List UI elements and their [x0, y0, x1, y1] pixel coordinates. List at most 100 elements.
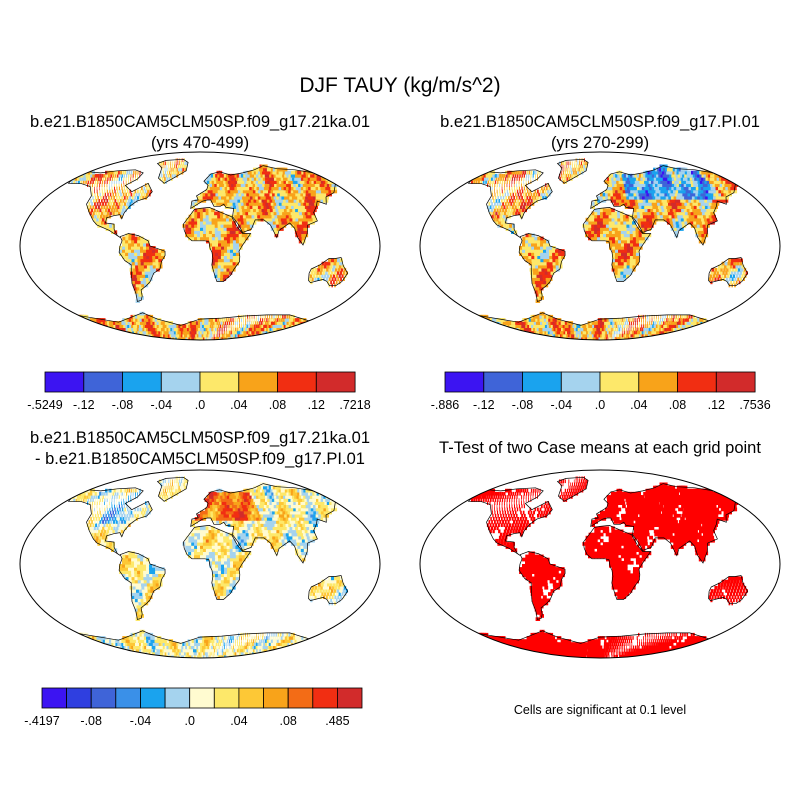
map-cell	[256, 199, 261, 203]
map-cell	[195, 321, 199, 325]
map-cell	[513, 170, 516, 175]
map-cell	[518, 208, 522, 213]
map-cell	[275, 336, 285, 340]
map-cell	[680, 318, 683, 322]
map-cell	[596, 333, 600, 338]
map-cell	[145, 186, 148, 191]
map-cell	[636, 327, 638, 332]
map-cell	[125, 199, 128, 203]
map-cell	[149, 255, 153, 260]
map-cell	[523, 173, 525, 178]
map-cell	[284, 314, 286, 319]
map-cell	[201, 330, 204, 335]
map-cell	[170, 164, 172, 169]
map-cell	[597, 224, 601, 228]
map-cell	[672, 321, 675, 325]
map-cell	[481, 173, 484, 178]
map-cell	[243, 327, 246, 332]
map-cell	[510, 195, 513, 200]
map-cell	[632, 239, 637, 244]
map-cell	[658, 336, 666, 340]
map-cell	[331, 258, 334, 263]
map-cell	[588, 220, 592, 225]
map-cell	[549, 255, 553, 260]
map-cell	[633, 192, 638, 197]
map-cell	[487, 180, 490, 184]
map-cell	[523, 336, 535, 340]
map-cell	[279, 192, 285, 197]
map-cell	[243, 192, 248, 197]
map-cell	[631, 327, 633, 332]
map-cell	[215, 249, 219, 253]
map-cell	[507, 192, 509, 197]
map-cell	[603, 330, 606, 335]
map-cell	[244, 186, 249, 191]
map-cell	[660, 327, 664, 332]
map-cell	[129, 189, 132, 194]
map-cell	[196, 324, 199, 328]
map-cell	[673, 195, 679, 200]
map-cell	[275, 208, 280, 213]
map-cell	[332, 264, 336, 269]
map-cell	[209, 183, 213, 187]
map-cell	[174, 324, 179, 328]
map-cell	[528, 236, 532, 241]
map-cell	[615, 330, 617, 335]
map-cell	[93, 199, 95, 203]
map-cell	[131, 252, 135, 256]
map-cell	[121, 177, 123, 181]
map-cell	[282, 333, 291, 338]
map-cell	[216, 180, 220, 184]
map-cell	[506, 186, 508, 191]
map-cell	[515, 195, 518, 200]
map-cell	[207, 189, 211, 194]
map-cell	[678, 330, 685, 335]
map-cell	[314, 267, 318, 272]
map-cell	[194, 202, 198, 206]
map-cell	[532, 177, 534, 181]
map-cell	[493, 208, 496, 213]
map-cell	[601, 327, 605, 332]
map-cell	[541, 186, 543, 191]
map-cell	[341, 274, 344, 278]
map-cell	[203, 230, 207, 234]
map-cell	[131, 249, 135, 253]
map-cell	[257, 324, 260, 328]
map-cell	[105, 173, 108, 178]
map-cell	[206, 177, 210, 181]
map-cell	[550, 267, 555, 272]
map-cell	[672, 318, 674, 322]
map-cell	[258, 208, 263, 213]
map-cell	[703, 208, 709, 213]
map-cell	[676, 324, 680, 328]
map-cell	[527, 333, 537, 338]
map-cell	[111, 186, 113, 191]
map-panel-2	[419, 151, 781, 341]
map-cell	[633, 333, 636, 338]
map-cell	[609, 186, 614, 191]
map-cell	[694, 330, 702, 335]
map-cell	[275, 189, 281, 194]
map-cell	[238, 177, 243, 181]
map-cell	[552, 258, 557, 263]
map-cell	[265, 321, 267, 325]
map-cell	[610, 318, 613, 322]
map-cell	[291, 214, 296, 219]
map-cell	[241, 318, 242, 322]
map-cell	[224, 333, 227, 338]
map-cell	[200, 217, 204, 222]
map-cell	[211, 220, 216, 225]
map-cell	[668, 318, 670, 322]
map-cell	[284, 211, 290, 216]
map-cell	[682, 199, 688, 203]
map-cell	[497, 205, 500, 209]
map-cell	[124, 333, 134, 338]
map-cell	[243, 318, 244, 322]
map-cell	[506, 211, 510, 216]
map-cell	[727, 274, 730, 278]
map-cell	[83, 324, 93, 328]
map-cell	[636, 246, 640, 250]
map-cell	[555, 261, 560, 266]
map-cell	[611, 180, 615, 184]
map-cell	[87, 324, 97, 328]
